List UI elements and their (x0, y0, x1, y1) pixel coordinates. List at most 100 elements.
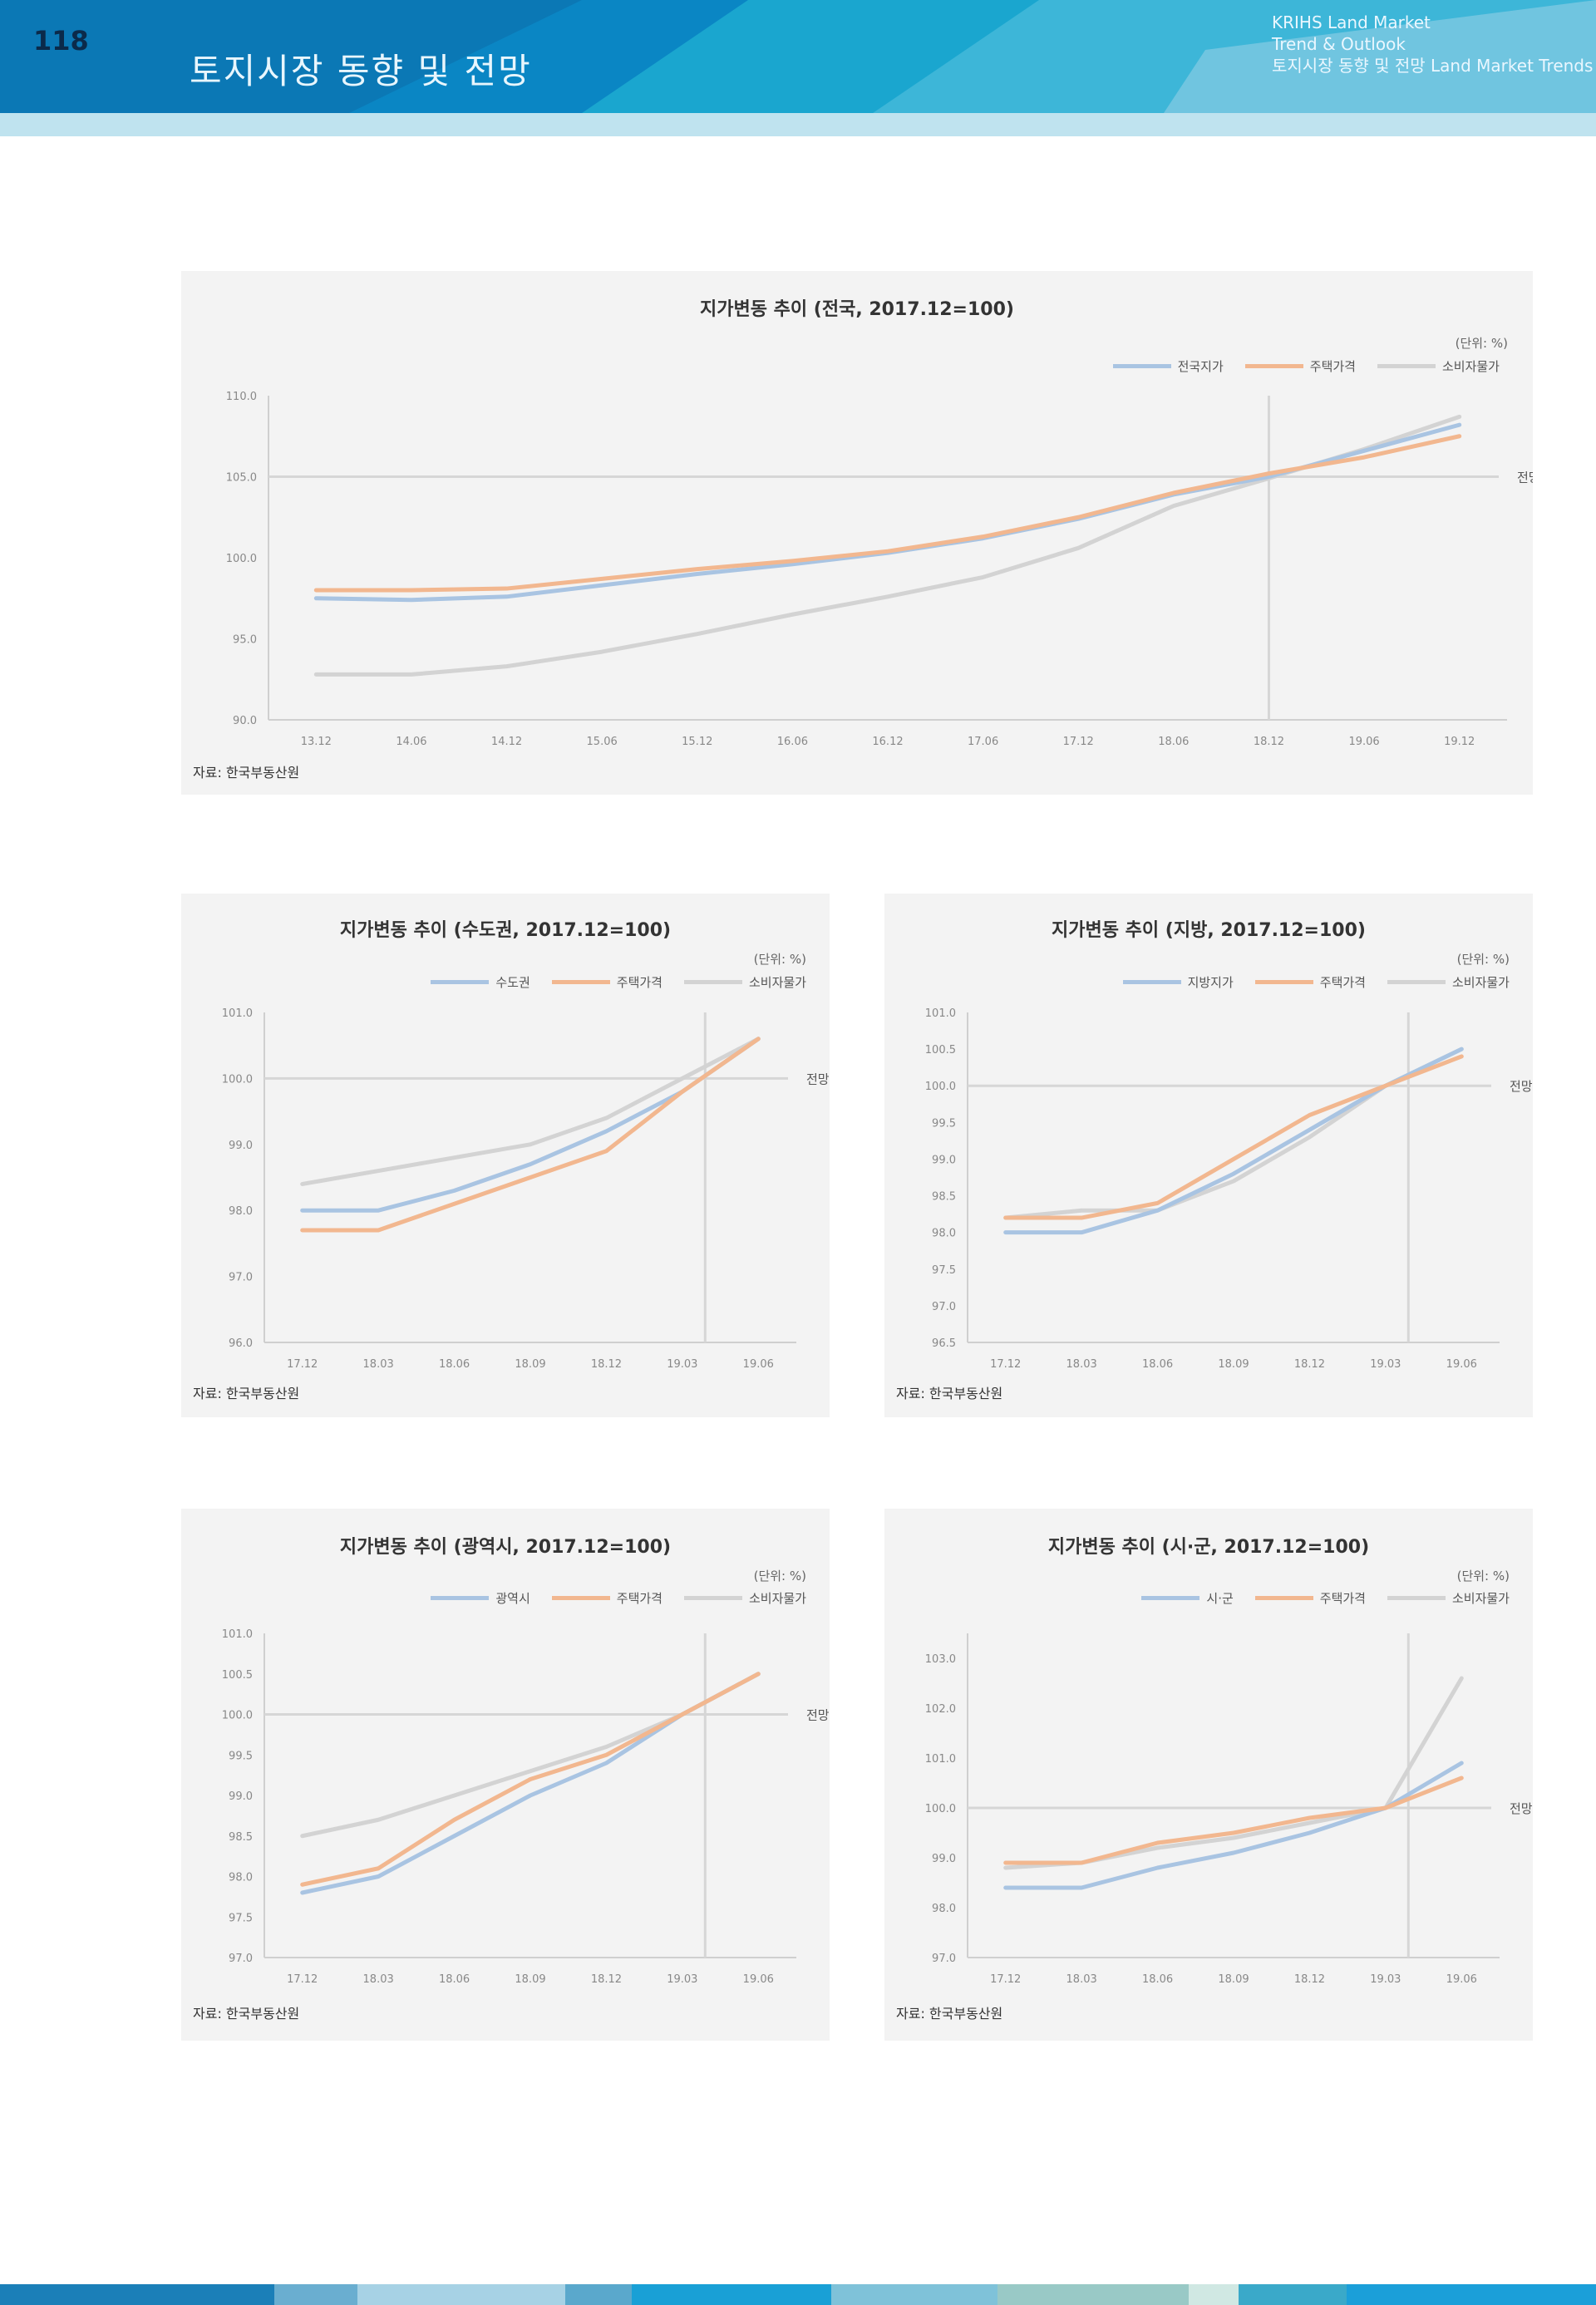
data-point (300, 1209, 304, 1213)
data-point (409, 672, 413, 677)
data-point (529, 1769, 532, 1773)
legend-item: 소비자물가 (683, 1589, 806, 1607)
y-tick-label: 99.0 (229, 1140, 253, 1152)
data-point (300, 1891, 304, 1894)
data-point (529, 1175, 532, 1180)
data-point (604, 1745, 608, 1749)
data-point (680, 1090, 684, 1094)
data-point (1080, 1209, 1084, 1213)
y-tick-label: 103.0 (925, 1653, 956, 1666)
chart-panel-metro: 지가변동 추이 (광역시, 2017.12=100) (단위: %) 광역시 주… (181, 1509, 830, 2041)
series-line (1003, 1054, 1464, 1220)
y-tick-label: 99.0 (932, 1154, 956, 1166)
data-point (452, 1834, 456, 1838)
legend-label: 주택가격 (1319, 1591, 1366, 1606)
data-point (1076, 515, 1081, 520)
data-point (1155, 1846, 1160, 1849)
data-point (452, 1202, 456, 1206)
y-tick-label: 97.0 (932, 1953, 956, 1965)
y-tick-label: 98.0 (229, 1205, 253, 1218)
header-band (0, 113, 1596, 136)
data-point (756, 1672, 761, 1676)
footer-segment (0, 2284, 274, 2305)
unit-label: (단위: %) (753, 1569, 806, 1583)
y-tick-label: 100.5 (925, 1044, 956, 1056)
y-tick-label: 100.0 (925, 1803, 956, 1815)
chart-panel-cities: 지가변동 추이 (시·군, 2017.12=100) (단위: %) 시·군 주… (884, 1509, 1533, 2041)
data-point (1308, 1821, 1312, 1825)
legend-swatch (431, 980, 490, 984)
data-point (1003, 1216, 1007, 1220)
x-tick-label: 19.06 (743, 1973, 774, 1986)
legend-item: 주택가격 (1254, 1589, 1366, 1607)
legend-swatch (1141, 1596, 1200, 1600)
data-point (791, 562, 795, 566)
data-point (1457, 423, 1461, 427)
x-tick-label: 14.06 (396, 736, 426, 748)
data-point (505, 587, 509, 591)
footer-segment (357, 2284, 565, 2305)
x-tick-label: 18.06 (439, 1973, 470, 1986)
data-point (300, 1883, 304, 1887)
data-point (1308, 1135, 1312, 1139)
legend-label: 소비자물가 (1451, 1591, 1510, 1606)
data-point (377, 1209, 381, 1213)
data-point (604, 1149, 608, 1153)
y-tick-label: 96.5 (932, 1337, 956, 1350)
data-point (1003, 1861, 1007, 1864)
chart-legend: 광역시 주택가격 소비자물가 (431, 1589, 806, 1607)
x-tick-label: 19.06 (1446, 1358, 1477, 1371)
legend-item: 수도권 (431, 973, 530, 991)
x-tick-label: 14.12 (491, 736, 522, 748)
y-tick-label: 97.0 (229, 1953, 253, 1965)
chart-source: 자료: 한국부동산원 (896, 2006, 1003, 2022)
legend-item: 광역시 (431, 1589, 530, 1607)
legend-label: 소비자물가 (748, 1591, 806, 1606)
legend-swatch (1254, 1596, 1313, 1600)
x-tick-label: 19.12 (1444, 736, 1475, 748)
x-tick-label: 16.12 (872, 736, 903, 748)
x-tick-label: 18.03 (363, 1973, 394, 1986)
y-tick-label: 90.0 (233, 715, 257, 727)
x-tick-label: 19.03 (1370, 1358, 1401, 1371)
data-point (981, 575, 985, 579)
y-tick-label: 97.0 (229, 1272, 253, 1284)
footer-bar (0, 2284, 1596, 2305)
data-point (529, 1162, 532, 1166)
data-point (300, 1229, 304, 1233)
x-tick-label: 18.06 (439, 1358, 470, 1371)
data-point (680, 1712, 684, 1716)
legend-label: 주택가격 (616, 1591, 663, 1606)
data-point (1383, 1806, 1387, 1810)
chart-source: 자료: 한국부동산원 (193, 1386, 300, 1401)
data-point (756, 1037, 761, 1041)
y-tick-label: 100.0 (222, 1073, 253, 1086)
data-point (1080, 1886, 1084, 1889)
y-tick-label: 101.0 (222, 1628, 253, 1641)
data-point (377, 1874, 381, 1879)
line-chart: 90.0 95.0 100.0 105.0 110.0 13.12 14.06 14.12 15… (226, 391, 1533, 748)
footer-segment (1347, 2284, 1596, 2305)
header-tagline: KRIHS Land Market Trend & Outlook 토지시장 동… (1272, 12, 1593, 76)
y-tick-label: 100.0 (925, 1081, 956, 1093)
data-point (1171, 504, 1175, 508)
x-tick-label: 19.06 (1446, 1973, 1477, 1986)
data-point (1232, 1851, 1235, 1854)
series-line (1003, 1047, 1464, 1235)
legend-swatch (1387, 980, 1446, 984)
chart-panel-regional: 지가변동 추이 (지방, 2017.12=100) (단위: %) 지방지가 주… (884, 894, 1533, 1417)
data-point (409, 598, 413, 602)
chart-source: 자료: 한국부동산원 (896, 1386, 1003, 1401)
data-point (1362, 456, 1367, 460)
y-tick-label: 98.0 (932, 1228, 956, 1240)
y-tick-label: 102.0 (925, 1703, 956, 1716)
legend-label: 소비자물가 (1451, 975, 1510, 990)
x-tick-label: 17.06 (968, 736, 998, 748)
legend-label: 주택가격 (616, 975, 663, 990)
x-tick-label: 15.12 (682, 736, 712, 748)
tagline-line: KRIHS Land Market (1272, 12, 1431, 32)
legend-item: 소비자물가 (1377, 357, 1500, 375)
reference-note: 전망 (1517, 470, 1533, 485)
header-decoration (0, 0, 1596, 113)
legend-label: 주택가격 (1309, 359, 1356, 374)
